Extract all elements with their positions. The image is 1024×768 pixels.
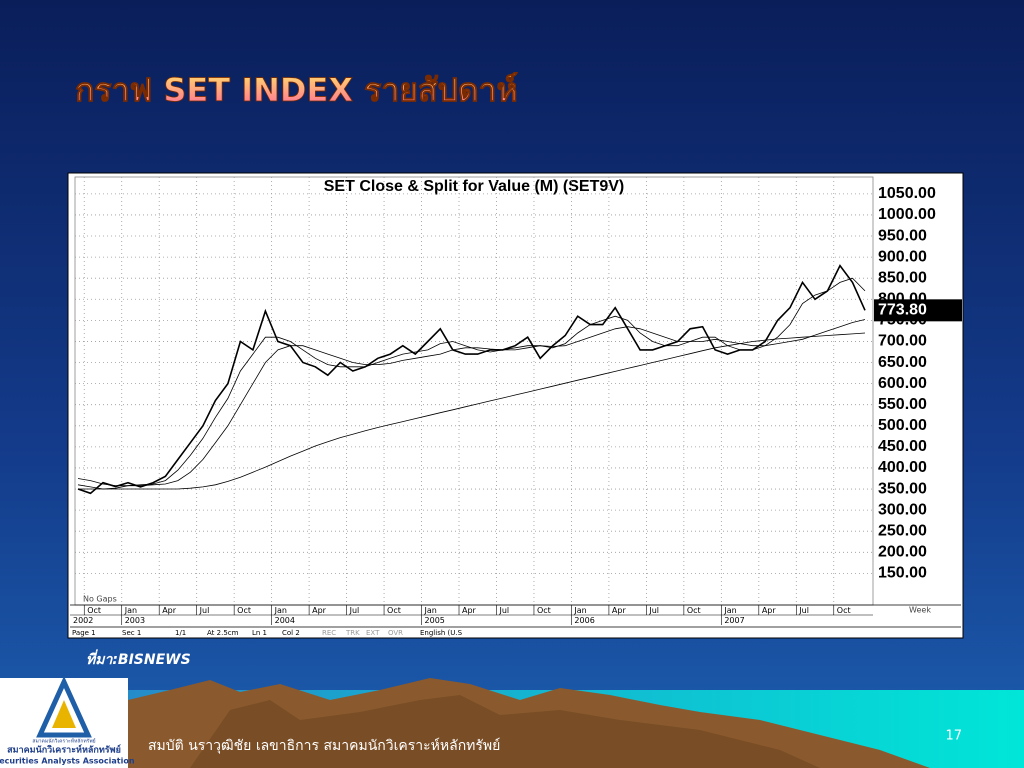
footer: สมบัติ นราวุฒิชัย เลขาธิการ สมาคมนักวิเค… [148,737,500,754]
y-tick-label: 650.00 [878,354,927,371]
x-tick-label: Jul [199,606,210,615]
x-unit: Week [909,606,931,615]
x-tick-label: Jul [648,606,659,615]
y-tick-label: 1000.00 [878,206,936,223]
y-tick-label: 400.00 [878,459,927,476]
status-item: English (U.S [420,629,463,637]
logo-thai: สมาคมนักวิเคราะห์หลักทรัพย์ [7,744,121,756]
y-tick-label: 250.00 [878,522,927,539]
logo-mark [36,675,92,738]
y-tick-label: 300.00 [878,501,927,518]
chart-title: SET Close & Split for Value (M) (SET9V) [324,178,624,195]
x-year-label: 2006 [574,616,594,625]
y-tick-label: 150.00 [878,565,927,582]
x-tick-label: Jul [798,606,809,615]
y-tick-label: 450.00 [878,438,927,455]
logo-english: Securities Analysts Association [0,757,135,766]
x-tick-label: Jan [573,606,586,615]
x-year-label: 2007 [724,616,744,625]
status-item: 1/1 [175,629,186,637]
x-tick-label: Jul [349,606,360,615]
y-tick-label: 850.00 [878,269,927,286]
x-tick-label: Jul [498,606,509,615]
x-tick-label: Jan [723,606,736,615]
y-tick-label: 700.00 [878,333,927,350]
x-tick-label: Jan [124,606,137,615]
x-tick-label: Oct [687,606,701,615]
y-tick-label: 900.00 [878,248,927,265]
x-year-label: 2005 [425,616,445,625]
y-tick-label: 950.00 [878,227,927,244]
status-item: OVR [388,629,403,637]
x-tick-label: Apr [312,606,327,615]
slide-title: กราฟ SET INDEX รายสัปดาห์ [75,71,518,109]
x-tick-label: Oct [237,606,251,615]
y-tick-label: 1050.00 [878,185,936,202]
x-tick-label: Oct [537,606,551,615]
status-item: Page 1 [72,629,96,637]
corner-note: No Gaps [83,595,117,604]
page-number: 17 [945,729,962,744]
value-label-box [874,299,962,322]
logo-mark-inner [52,700,76,728]
logo-small-text: สมาคมนักวิเคราะห์หลักทรัพย์ [32,738,95,745]
mountain-shade [190,695,820,768]
x-tick-label: Jan [274,606,287,615]
x-tick-label: Apr [462,606,477,615]
y-tick-label: 550.00 [878,396,927,413]
x-tick-label: Jan [424,606,437,615]
x-year-label: 2003 [125,616,145,625]
status-item: Col 2 [282,629,300,637]
x-year-label: 2004 [275,616,295,625]
y-tick-label: 200.00 [878,544,927,561]
x-tick-label: Apr [162,606,177,615]
line-series [77,264,866,495]
value-label: 773.80 [878,302,927,319]
x-tick-label: Apr [762,606,777,615]
y-tick-label: 500.00 [878,417,927,434]
line-series [77,319,866,487]
status-item: TRK [345,629,360,637]
x-tick-label: Oct [387,606,401,615]
status-item: REC [322,629,336,637]
y-tick-label: 350.00 [878,480,927,497]
status-item: Ln 1 [252,629,267,637]
chart-panel [67,172,964,639]
status-item: EXT [366,629,380,637]
y-tick-label: 600.00 [878,375,927,392]
x-tick-label: Oct [837,606,851,615]
status-item: At 2.5cm [207,629,239,637]
x-tick-label: Apr [612,606,627,615]
x-tick-label: Oct [87,606,101,615]
line-series [78,332,866,490]
status-item: Sec 1 [122,629,141,637]
source-note: ที่มา:BISNEWS [86,649,191,668]
x-year-label: 2002 [73,616,93,625]
